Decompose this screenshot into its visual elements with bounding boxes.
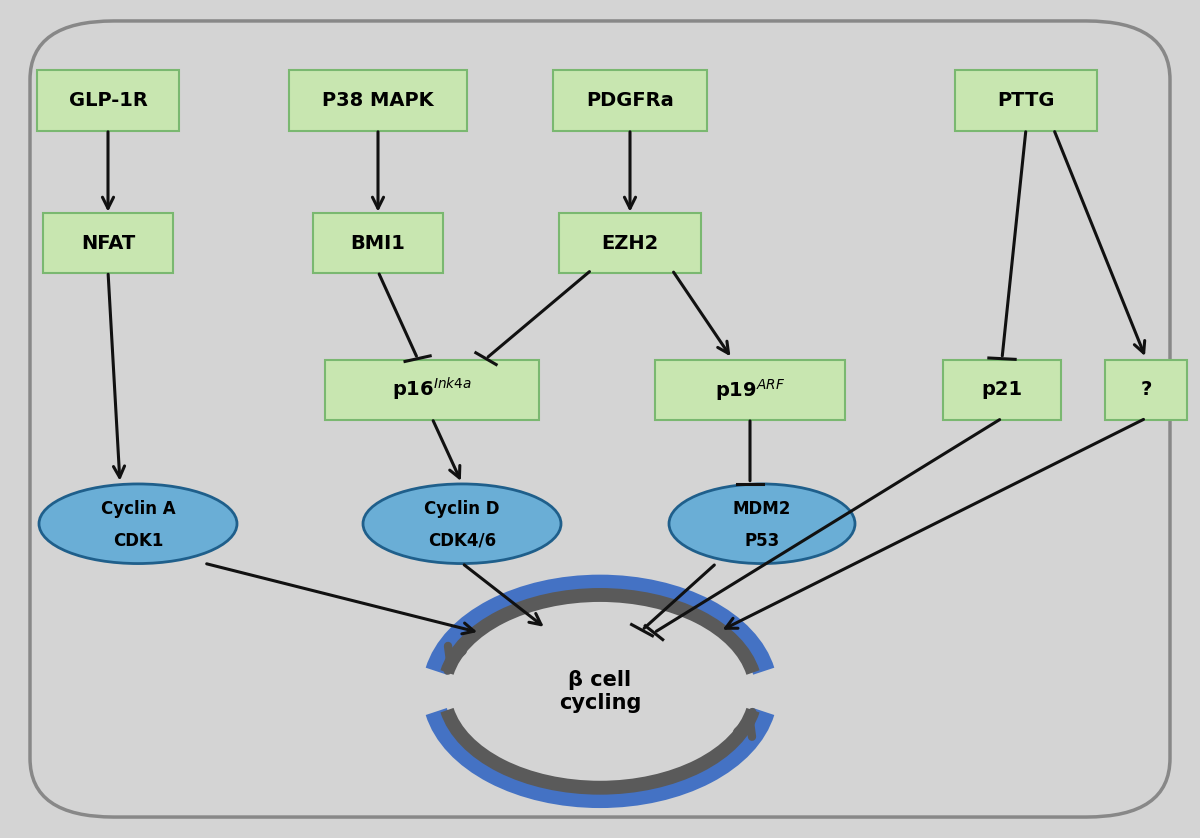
Text: Cyclin A: Cyclin A — [101, 499, 175, 518]
Text: β cell
cycling: β cell cycling — [559, 670, 641, 713]
FancyBboxPatch shape — [553, 70, 708, 131]
Text: MDM2: MDM2 — [733, 499, 791, 518]
Text: CDK4/6: CDK4/6 — [428, 531, 496, 550]
Text: BMI1: BMI1 — [350, 234, 406, 252]
FancyBboxPatch shape — [30, 21, 1170, 817]
FancyBboxPatch shape — [943, 360, 1061, 420]
Text: P53: P53 — [744, 531, 780, 550]
FancyBboxPatch shape — [312, 213, 444, 273]
FancyBboxPatch shape — [1104, 360, 1188, 420]
Text: P38 MAPK: P38 MAPK — [322, 91, 434, 110]
Ellipse shape — [38, 484, 238, 563]
Text: GLP-1R: GLP-1R — [68, 91, 148, 110]
FancyBboxPatch shape — [655, 360, 845, 420]
Ellipse shape — [364, 484, 562, 563]
Text: EZH2: EZH2 — [601, 234, 659, 252]
Text: PDGFRa: PDGFRa — [586, 91, 674, 110]
FancyBboxPatch shape — [43, 213, 173, 273]
FancyBboxPatch shape — [559, 213, 701, 273]
FancyBboxPatch shape — [324, 360, 540, 420]
FancyBboxPatch shape — [288, 70, 468, 131]
Text: p21: p21 — [982, 380, 1022, 399]
FancyBboxPatch shape — [36, 70, 180, 131]
Text: Cyclin D: Cyclin D — [425, 499, 499, 518]
Ellipse shape — [670, 484, 854, 563]
Text: p19$^{ARF}$: p19$^{ARF}$ — [715, 377, 785, 402]
Text: CDK1: CDK1 — [113, 531, 163, 550]
Text: PTTG: PTTG — [997, 91, 1055, 110]
Text: ?: ? — [1140, 380, 1152, 399]
FancyBboxPatch shape — [955, 70, 1097, 131]
Text: p16$^{Ink4a}$: p16$^{Ink4a}$ — [392, 376, 472, 403]
Text: NFAT: NFAT — [80, 234, 136, 252]
